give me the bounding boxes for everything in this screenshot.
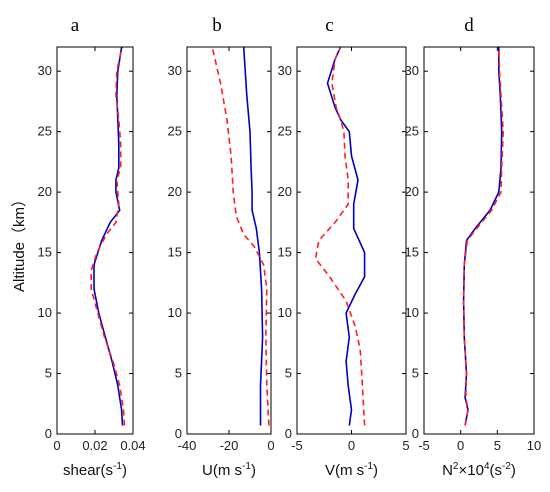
y-tick-label: 25 (405, 124, 419, 139)
y-tick-label: 25 (168, 124, 182, 139)
panel-letter: c (325, 15, 333, 36)
x-tick-label: 0.02 (82, 438, 107, 453)
plot-frame (296, 46, 407, 435)
y-tick-label: 10 (405, 305, 419, 320)
y-tick-label: 10 (278, 305, 292, 320)
x-axis-label: U(m s-1) (202, 461, 256, 479)
y-tick-label: 0 (285, 426, 292, 441)
x-tick-label: 0 (348, 438, 355, 453)
x-tick-label: -5 (418, 438, 430, 453)
series-line-2 (314, 46, 366, 426)
x-tick-label: 10 (527, 438, 541, 453)
series-line-1 (242, 46, 264, 426)
y-tick-label: 25 (38, 124, 52, 139)
series-line-2 (462, 46, 505, 426)
y-tick-label: 20 (38, 184, 52, 199)
y-axis-label: Altitude（km） (11, 192, 28, 292)
x-tick-label: -40 (178, 438, 197, 453)
series-line-1 (326, 46, 366, 426)
panel-letter: a (71, 15, 80, 36)
x-axis-label: V(m s-1) (325, 461, 378, 479)
panel-a: 0 5 10 15 20 25 30 0 0.02 0.04 a shear(s-1) (38, 15, 146, 479)
series-line-1 (93, 46, 124, 426)
y-tick-label: 25 (278, 124, 292, 139)
series-line-1 (462, 47, 503, 426)
x-tick-label: 0.04 (120, 438, 145, 453)
y-tick-label: 15 (278, 245, 292, 260)
panel-letter: d (464, 15, 474, 36)
panel-b: 0 5 10 15 20 25 30 -40 -20 0 b U(m s-1) (168, 15, 275, 479)
y-tick-label: 10 (38, 305, 52, 320)
y-tick-label: 30 (168, 63, 182, 78)
plot-frame (423, 46, 535, 435)
y-tick-label: 30 (278, 63, 292, 78)
series-line-2 (90, 46, 126, 426)
x-tick-label: 0 (267, 438, 274, 453)
series-line-2 (211, 46, 270, 426)
x-tick-label: 5 (402, 438, 409, 453)
y-tick-label: 0 (45, 426, 52, 441)
y-tick-label: 5 (175, 366, 182, 381)
x-tick-label: 0 (457, 438, 464, 453)
x-tick-label: 5 (494, 438, 501, 453)
y-tick-label: 5 (45, 366, 52, 381)
y-tick-label: 5 (412, 366, 419, 381)
x-axis-label: N2×104(s-2) (442, 461, 516, 479)
x-tick-label: 0 (53, 438, 60, 453)
y-tick-label: 20 (405, 184, 419, 199)
y-tick-label: 15 (168, 245, 182, 260)
y-tick-label: 15 (405, 245, 419, 260)
panel-letter: b (212, 15, 222, 36)
y-tick-label: 30 (38, 63, 52, 78)
x-tick-label: -5 (291, 438, 303, 453)
y-tick-label: 0 (175, 426, 182, 441)
y-tick-label: 30 (405, 63, 419, 78)
y-tick-label: 20 (278, 184, 292, 199)
y-tick-label: 0 (412, 426, 419, 441)
y-tick-label: 5 (285, 366, 292, 381)
x-tick-label: -20 (220, 438, 239, 453)
y-tick-label: 15 (38, 245, 52, 260)
y-tick-label: 10 (168, 305, 182, 320)
plot-frame (56, 46, 134, 435)
y-tick-label: 20 (168, 184, 182, 199)
x-axis-label: shear(s-1) (63, 461, 127, 479)
